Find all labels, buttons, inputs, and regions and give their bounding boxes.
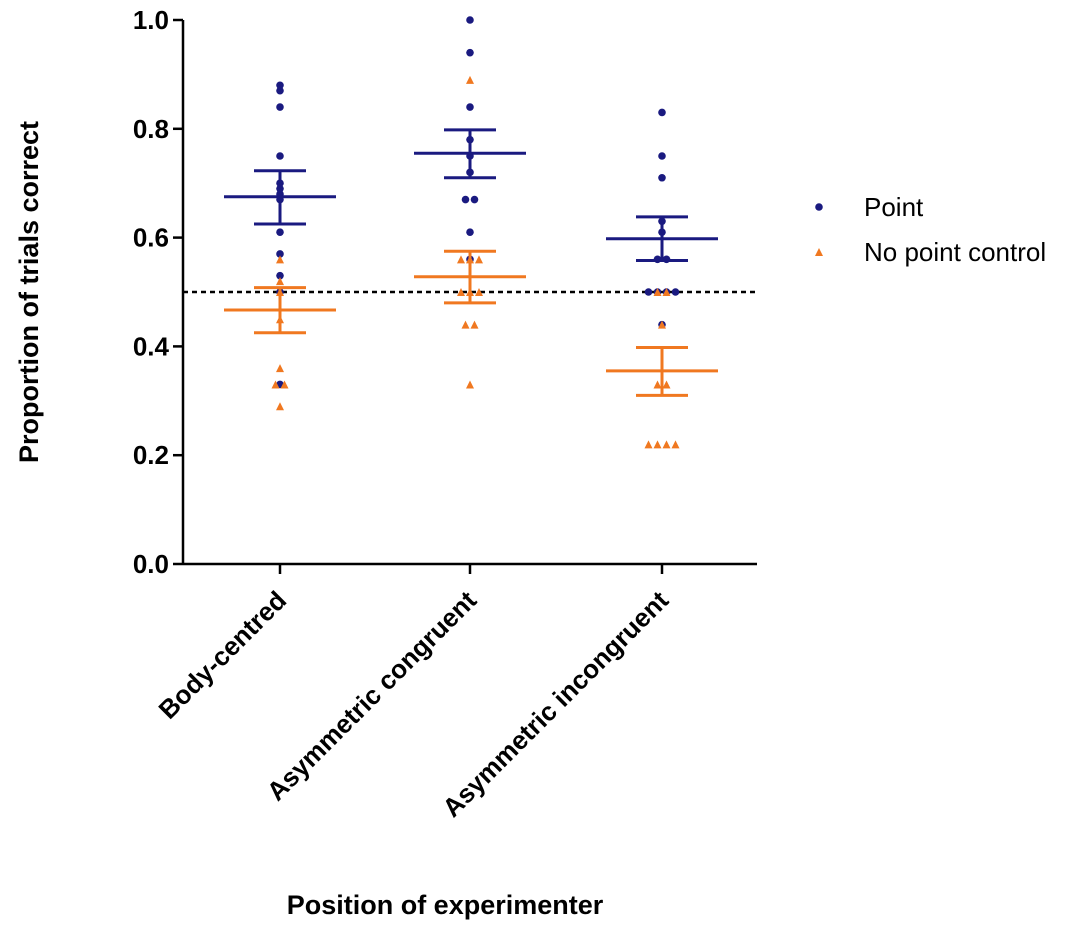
data-point-no-point-control [475, 288, 483, 296]
y-tick-label: 0.8 [133, 114, 169, 144]
y-tick-label: 0.6 [133, 223, 169, 253]
data-point-no-point-control [276, 402, 284, 411]
data-point-no-point-control [662, 288, 671, 296]
x-axis-title: Position of experimenter [287, 890, 604, 920]
x-tick-label: Body-centred [153, 585, 293, 725]
data-point-no-point-control [276, 277, 284, 286]
data-point-point [466, 48, 474, 57]
data-point-no-point-control [653, 380, 662, 389]
y-tick-label: 0.0 [133, 549, 169, 579]
data-point-point [466, 16, 474, 24]
plot-marks [224, 16, 718, 449]
data-point-point [658, 108, 666, 117]
data-point-no-point-control [671, 440, 680, 449]
x-tick-label: Asymmetric incongruent [436, 585, 674, 823]
data-point-no-point-control [466, 75, 474, 84]
data-point-point [470, 195, 479, 204]
legend-marker-no-point-control [815, 248, 823, 256]
y-tick-label: 0.4 [133, 331, 170, 361]
y-tick-label: 0.2 [133, 440, 169, 470]
y-axis: 0.0 0.2 0.4 0.6 0.8 1.0 [133, 5, 185, 579]
x-tick-label: Asymmetric congruent [261, 585, 483, 807]
data-point-no-point-control [461, 320, 470, 329]
data-point-point [466, 228, 474, 236]
data-point-point [466, 103, 474, 111]
data-point-no-point-control [276, 364, 284, 373]
data-point-point [276, 81, 284, 90]
data-point-no-point-control [662, 440, 671, 449]
legend: Point No point control [815, 192, 1046, 267]
data-point-no-point-control [271, 380, 280, 389]
data-point-point [461, 195, 470, 204]
data-point-no-point-control [466, 380, 474, 389]
data-point-no-point-control [475, 255, 483, 264]
data-point-no-point-control [276, 255, 284, 264]
data-point-point [671, 288, 680, 296]
data-point-no-point-control [658, 320, 666, 329]
data-point-point [276, 86, 284, 95]
data-point-no-point-control [644, 440, 653, 449]
data-point-point [276, 250, 284, 258]
data-point-no-point-control [662, 380, 671, 389]
data-point-no-point-control [653, 440, 662, 449]
data-point-no-point-control [470, 320, 479, 329]
data-point-no-point-control [457, 255, 465, 264]
legend-label-point: Point [864, 192, 924, 222]
y-ticks: 0.0 0.2 0.4 0.6 0.8 1.0 [133, 5, 183, 579]
legend-label-no-point-control: No point control [864, 237, 1046, 267]
data-point-no-point-control [457, 288, 465, 296]
data-point-point [644, 288, 653, 296]
data-point-point [276, 103, 284, 111]
data-point-point [276, 271, 284, 280]
data-point-point [658, 152, 666, 160]
y-tick-label: 1.0 [133, 5, 169, 35]
data-point-no-point-control [653, 288, 662, 296]
data-point-point [658, 173, 666, 182]
legend-marker-point [815, 203, 823, 211]
data-point-point [276, 152, 284, 160]
y-axis-title: Proportion of trials correct [14, 121, 44, 463]
data-point-no-point-control [280, 380, 289, 389]
data-point-point [276, 228, 284, 236]
